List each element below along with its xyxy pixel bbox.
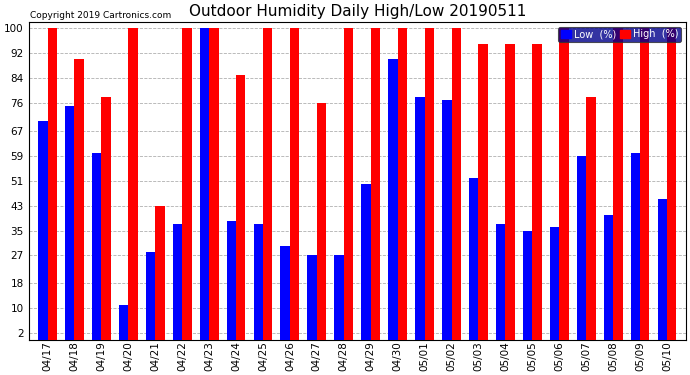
Bar bbox=[640, 28, 649, 340]
Bar bbox=[263, 28, 273, 340]
Bar bbox=[172, 224, 182, 340]
Bar bbox=[478, 44, 488, 340]
Bar bbox=[613, 28, 622, 340]
Text: Copyright 2019 Cartronics.com: Copyright 2019 Cartronics.com bbox=[30, 11, 171, 20]
Bar bbox=[371, 28, 380, 340]
Bar bbox=[75, 59, 84, 340]
Bar bbox=[415, 96, 424, 340]
Bar bbox=[344, 28, 353, 340]
Bar bbox=[146, 252, 155, 340]
Bar bbox=[388, 59, 397, 340]
Bar bbox=[155, 206, 165, 340]
Bar bbox=[65, 106, 75, 340]
Bar bbox=[290, 28, 299, 340]
Bar bbox=[92, 153, 101, 340]
Bar bbox=[253, 224, 263, 340]
Bar bbox=[48, 28, 57, 340]
Legend: Low  (%), High  (%): Low (%), High (%) bbox=[558, 27, 681, 42]
Bar bbox=[451, 28, 461, 340]
Bar bbox=[335, 255, 344, 340]
Bar bbox=[532, 44, 542, 340]
Bar bbox=[101, 96, 111, 340]
Bar bbox=[560, 28, 569, 340]
Bar bbox=[550, 227, 560, 340]
Bar bbox=[658, 200, 667, 340]
Bar bbox=[236, 75, 246, 340]
Bar bbox=[586, 96, 595, 340]
Bar bbox=[667, 28, 676, 340]
Bar bbox=[469, 177, 478, 340]
Bar bbox=[317, 103, 326, 340]
Bar bbox=[226, 221, 236, 340]
Bar bbox=[631, 153, 640, 340]
Bar bbox=[308, 255, 317, 340]
Bar bbox=[38, 122, 48, 340]
Bar bbox=[128, 28, 138, 340]
Bar bbox=[362, 184, 371, 340]
Bar bbox=[182, 28, 192, 340]
Bar bbox=[424, 28, 434, 340]
Bar bbox=[505, 44, 515, 340]
Bar bbox=[442, 100, 451, 340]
Bar bbox=[496, 224, 505, 340]
Bar bbox=[199, 28, 209, 340]
Bar bbox=[577, 156, 586, 340]
Bar bbox=[209, 28, 219, 340]
Bar bbox=[604, 215, 613, 340]
Bar bbox=[119, 305, 128, 340]
Bar bbox=[397, 28, 407, 340]
Bar bbox=[523, 231, 532, 340]
Title: Outdoor Humidity Daily High/Low 20190511: Outdoor Humidity Daily High/Low 20190511 bbox=[188, 4, 526, 19]
Bar bbox=[280, 246, 290, 340]
